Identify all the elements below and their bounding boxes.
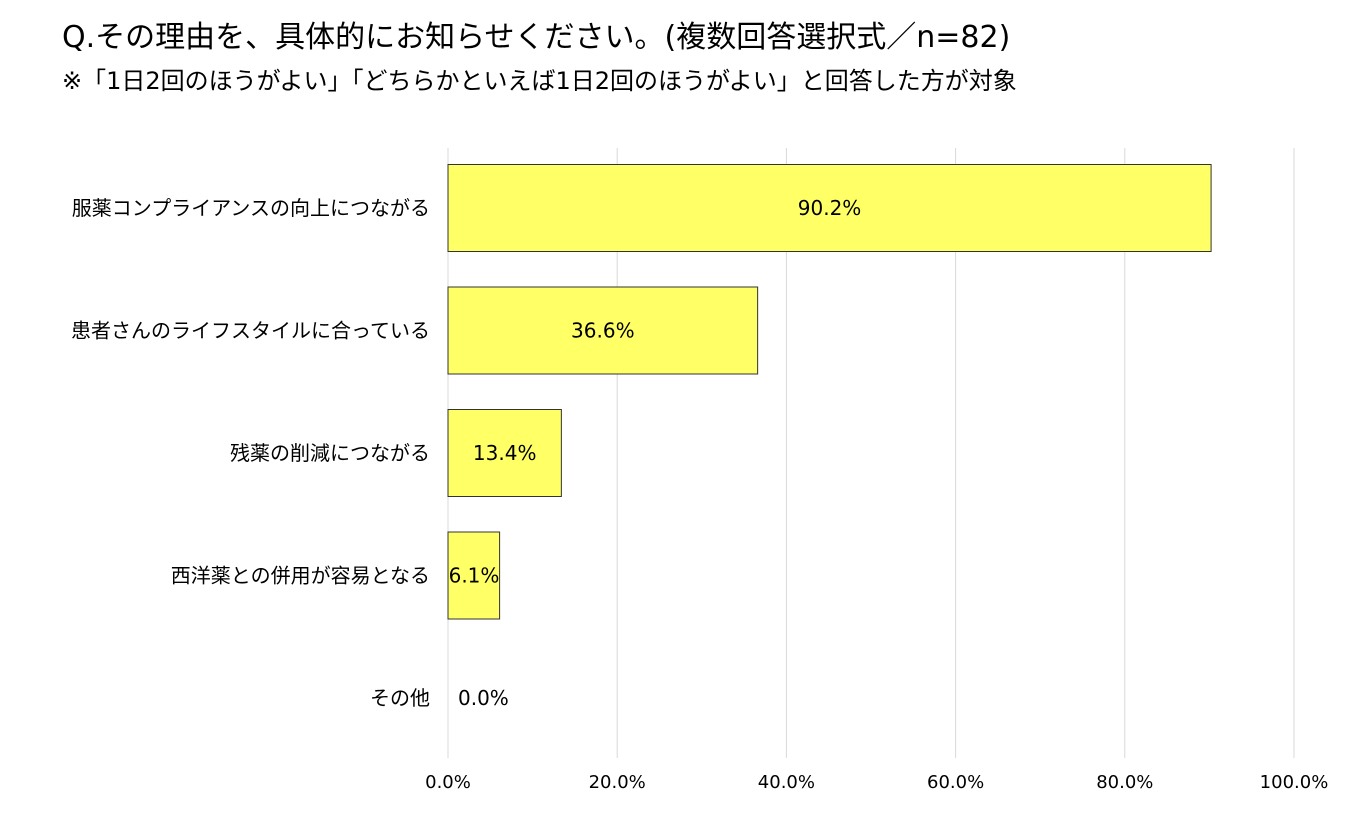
category-label-4: その他 (370, 686, 430, 710)
value-label-4: 0.0% (458, 686, 509, 710)
value-label-1: 36.6% (571, 319, 635, 343)
bar-2 (447, 409, 562, 497)
bar-3 (447, 531, 501, 620)
x-tick-label-5: 100.0% (1260, 772, 1329, 793)
bar-0 (447, 164, 1212, 252)
x-tick-label-0: 0.0% (425, 772, 471, 793)
x-tick-label-3: 60.0% (927, 772, 984, 793)
category-label-3: 西洋薬との併用が容易となる (171, 564, 430, 588)
value-label-0: 90.2% (798, 196, 862, 220)
x-tick-label-1: 20.0% (589, 772, 646, 793)
value-label-3: 6.1% (449, 564, 500, 588)
category-label-1: 患者さんのライフスタイルに合っている (71, 319, 430, 343)
category-label-0: 服薬コンプライアンスの向上につながる (72, 196, 430, 220)
x-tick-label-4: 80.0% (1096, 772, 1153, 793)
category-label-2: 残薬の削減につながる (230, 441, 430, 465)
chart-subtitle: ※「1日2回のほうがよい」「どちらかといえば1日2回のほうがよい」と回答した方が… (62, 67, 1017, 95)
value-label-2: 13.4% (473, 441, 537, 465)
x-tick-label-2: 40.0% (758, 772, 815, 793)
chart-title: Q.その理由を、具体的にお知らせください。(複数回答選択式／n=82) (62, 20, 1011, 55)
bar-1 (447, 286, 759, 375)
